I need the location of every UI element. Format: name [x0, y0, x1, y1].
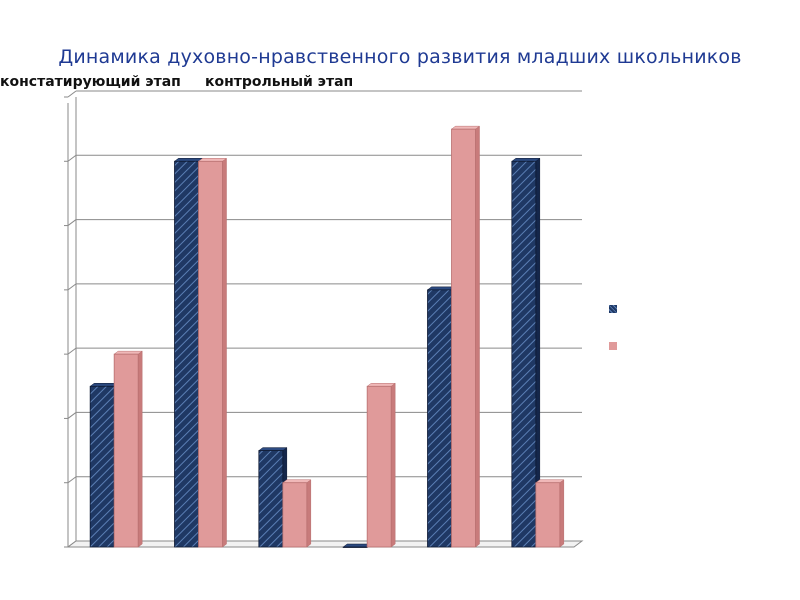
bar-side — [475, 125, 480, 548]
bar-top — [366, 383, 396, 387]
bar — [258, 450, 284, 548]
gridline-side — [67, 90, 77, 98]
bar — [451, 128, 476, 548]
bar-side — [222, 157, 227, 548]
header-label-right: контрольный этап — [205, 74, 354, 90]
bar — [342, 546, 368, 548]
gridline-side — [67, 154, 77, 162]
gridline-side — [67, 283, 77, 291]
chart-floor — [66, 540, 584, 548]
bar-top — [173, 158, 204, 162]
bar — [89, 385, 115, 548]
bar-side — [559, 479, 565, 548]
bar — [113, 353, 139, 548]
bar — [198, 160, 223, 548]
bar-side — [306, 479, 312, 548]
bar-top — [197, 158, 228, 162]
bar — [535, 482, 561, 548]
gridline-side — [67, 347, 77, 355]
bar — [366, 385, 392, 548]
header-label-left: констатирующий этап — [0, 74, 181, 90]
bar — [511, 160, 537, 548]
legend-swatch-series-2 — [609, 342, 617, 350]
bar-top — [258, 447, 288, 451]
bar — [174, 160, 199, 548]
bar-top — [450, 125, 481, 130]
bar-top — [113, 350, 143, 355]
legend-swatch-series-1 — [609, 305, 617, 313]
gridline-side — [67, 219, 77, 226]
bar-side — [137, 350, 143, 548]
bar-top — [282, 479, 312, 483]
bar-side — [390, 382, 396, 548]
bar — [282, 482, 308, 548]
chart-title: Динамика духовно-нравственного развития … — [58, 46, 742, 68]
gridline-side — [67, 412, 77, 419]
gridline-side — [67, 476, 77, 484]
bar-top — [535, 479, 565, 483]
bar — [427, 289, 452, 548]
bar-top — [511, 158, 541, 162]
